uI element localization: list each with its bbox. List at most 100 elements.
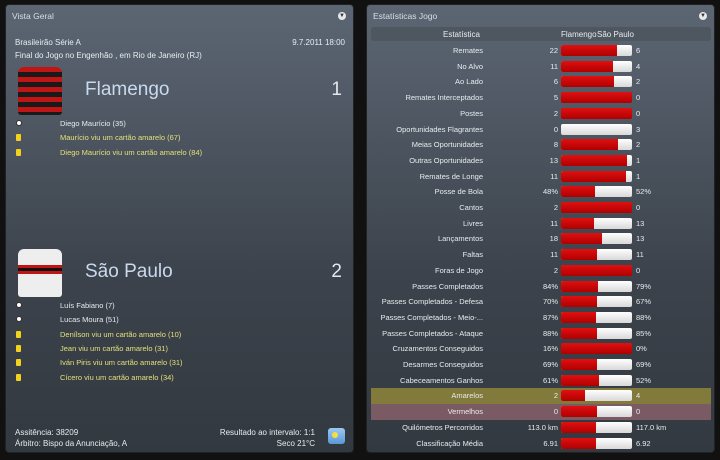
comparison-bar	[561, 217, 632, 229]
stat-row: Remates Interceptados 5 0	[371, 90, 711, 106]
stat-row: Passes Completados 84% 79%	[371, 279, 711, 295]
home-value: 6.91	[543, 438, 558, 448]
stat-row: Oportunidades Flagrantes 0 3	[371, 122, 711, 138]
home-share-fill	[561, 92, 632, 104]
home-value: 11	[550, 218, 558, 228]
home-value: 2	[553, 108, 558, 118]
home-value: 2	[553, 265, 558, 275]
col-away: São Paulo	[597, 30, 634, 39]
stat-row: Ao Lado 6 2	[371, 74, 711, 90]
halftime-result: Resultado ao intervalo: 1:1	[219, 428, 315, 437]
goal-ball-icon	[16, 302, 22, 308]
yellow-card-icon	[16, 148, 21, 156]
comparison-bar	[561, 186, 632, 198]
home-value: 13	[549, 155, 558, 165]
match-event: Iván Piris viu um cartão amarelo (31)	[60, 358, 183, 368]
home-value: 113.0 km	[527, 422, 558, 432]
stat-row: Passes Completados - Ataque 88% 85%	[371, 326, 711, 342]
comparison-bar	[561, 390, 632, 402]
away-value: 52%	[636, 375, 652, 385]
home-team-name[interactable]: Flamengo	[85, 79, 170, 100]
home-value: 18	[549, 234, 558, 244]
away-value: 117.0 km	[636, 422, 667, 432]
stat-label: Livres	[462, 218, 483, 228]
home-share-fill	[561, 76, 615, 88]
home-value: 48%	[542, 187, 558, 197]
home-value: 70%	[542, 297, 558, 307]
stat-label: Faltas	[462, 250, 483, 260]
away-value: 11	[636, 250, 644, 260]
home-share-fill	[561, 280, 598, 292]
attendance: Assitência: 38209	[15, 428, 79, 437]
stat-row: Quilómetros Percorridos 113.0 km 117.0 k…	[371, 420, 711, 436]
away-team-name[interactable]: São Paulo	[85, 261, 173, 282]
comparison-bar	[561, 76, 632, 88]
stat-label: Passes Completados - Meio-...	[380, 312, 483, 322]
stat-row: Cabeceamentos Ganhos 61% 52%	[371, 373, 711, 389]
stat-label: Classificação Média	[416, 438, 483, 448]
match-event: Maurício viu um cartão amarelo (67)	[60, 133, 181, 143]
away-value: 4	[636, 391, 641, 401]
stat-row: Amarelos 2 4	[371, 388, 711, 405]
stat-label: Vermelhos	[447, 407, 483, 417]
away-value: 85%	[636, 328, 652, 338]
panel-menu-button[interactable]: ▼	[699, 12, 707, 20]
yellow-card-icon	[16, 373, 21, 381]
comparison-bar	[561, 249, 632, 261]
weather-text: Seco 21°C	[276, 439, 315, 448]
stat-row: Posse de Bola 48% 52%	[371, 184, 711, 200]
match-datetime: 9.7.2011 18:00	[292, 38, 345, 47]
away-value: 0	[636, 203, 641, 212]
stat-row: Faltas 11 11	[371, 247, 711, 263]
stat-label: Remates de Longe	[419, 171, 483, 181]
comparison-bar	[561, 343, 632, 355]
home-value: 11	[550, 250, 558, 260]
panel-menu-button[interactable]: ▼	[338, 12, 346, 20]
comparison-bar	[561, 311, 632, 323]
stat-row: Cantos 2 0	[371, 200, 711, 216]
stat-label: Postes	[460, 108, 483, 118]
panel-title: Estatísticas Jogo	[373, 11, 438, 21]
home-share-fill	[561, 170, 627, 182]
home-share-fill	[561, 107, 632, 119]
away-value: 0	[636, 265, 641, 275]
away-value: 6.92	[636, 438, 651, 448]
home-value: 2	[553, 203, 558, 212]
away-value: 3	[636, 124, 641, 134]
home-share-fill	[561, 217, 594, 229]
stat-row: Passes Completados - Meio-... 87% 88%	[371, 310, 711, 326]
comparison-bar	[561, 92, 632, 104]
goal-ball-icon	[16, 120, 22, 126]
comparison-bar	[561, 139, 632, 151]
goal-ball-icon	[16, 316, 22, 323]
comparison-bar	[561, 170, 632, 182]
home-share-fill	[561, 437, 597, 449]
home-share-fill	[561, 296, 598, 308]
yellow-card-icon	[16, 344, 21, 352]
home-score: 1	[331, 79, 342, 100]
overview-panel: Vista Geral ▼ Brasileirão Série A 9.7.20…	[5, 4, 354, 453]
venue: Final do Jogo no Engenhão , em Rio de Ja…	[15, 51, 202, 60]
comparison-bar	[561, 296, 632, 308]
stat-label: Passes Completados - Defesa	[381, 297, 483, 307]
stat-label: Passes Completados	[412, 281, 483, 291]
home-share-fill	[561, 374, 600, 386]
home-value: 6	[553, 77, 558, 87]
home-value: 0	[553, 124, 558, 134]
home-share-fill	[561, 390, 585, 402]
stat-row: Postes 2 0	[371, 106, 711, 122]
comparison-bar	[561, 437, 632, 449]
home-share-fill	[561, 249, 597, 261]
home-share-fill	[561, 311, 597, 323]
away-value: 0%	[636, 344, 647, 354]
home-shirt-icon	[18, 67, 62, 115]
away-value: 69%	[636, 360, 652, 369]
stat-label: Posse de Bola	[434, 187, 483, 197]
panel-title: Vista Geral	[12, 11, 54, 21]
stat-row: Meias Oportunidades 8 2	[371, 137, 711, 153]
home-value: 88%	[542, 328, 558, 338]
home-value: 8	[553, 140, 558, 150]
match-event: Diego Maurício viu um cartão amarelo (84…	[60, 147, 203, 157]
home-share-fill	[561, 202, 632, 213]
stat-row: Remates 22 6	[371, 43, 711, 59]
